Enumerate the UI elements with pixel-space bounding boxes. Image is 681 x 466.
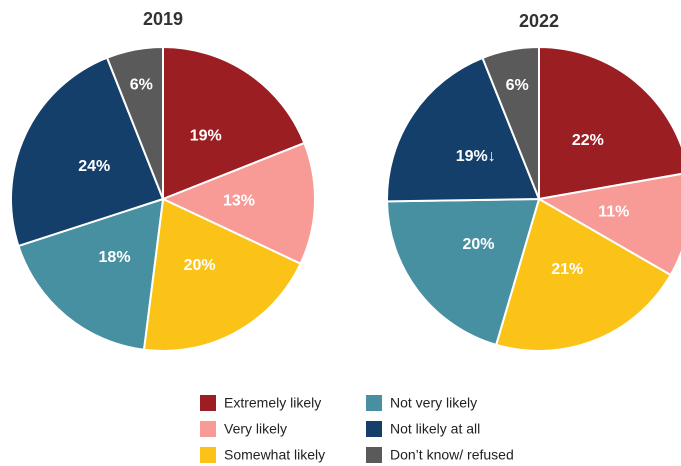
legend-swatch — [366, 421, 382, 437]
legend-swatch — [366, 447, 382, 463]
legend-swatch — [200, 421, 216, 437]
pie-slice — [386, 56, 541, 203]
data-label: 21% — [551, 261, 583, 278]
chart-title: 2019 — [143, 9, 183, 29]
data-label: 11% — [598, 203, 629, 220]
pie-slice — [481, 45, 540, 200]
chart-title: 2022 — [519, 11, 559, 31]
pie-slice — [538, 45, 681, 201]
legend-label: Somewhat likely — [224, 447, 325, 463]
data-label: 20% — [463, 236, 495, 253]
legend-label: Extremely likely — [224, 395, 321, 411]
pie-slice — [162, 45, 306, 201]
data-label: 20% — [184, 257, 216, 274]
pie-slice — [142, 197, 302, 352]
data-label: 6% — [130, 77, 153, 94]
legend-label: Not likely at all — [390, 421, 480, 437]
legend-label: Very likely — [224, 421, 287, 437]
legend-swatch — [366, 395, 382, 411]
data-label: 13% — [223, 193, 255, 210]
data-label: 6% — [506, 77, 529, 94]
data-label: 19% — [190, 127, 222, 144]
pie-slice — [105, 45, 164, 200]
data-label: 18% — [99, 249, 131, 266]
data-label: 22% — [572, 132, 604, 149]
legend-label: Not very likely — [390, 395, 477, 411]
data-label: 24% — [78, 158, 110, 175]
pie-slice — [386, 197, 541, 347]
data-label: 19%↓ — [456, 148, 496, 165]
pie-slice — [536, 172, 681, 277]
legend-swatch — [200, 447, 216, 463]
pie-slice — [494, 197, 673, 352]
pie-slice — [160, 141, 316, 266]
legend-label: Don’t know/ refused — [390, 447, 514, 463]
pie-slice — [17, 197, 165, 351]
legend-swatch — [200, 395, 216, 411]
